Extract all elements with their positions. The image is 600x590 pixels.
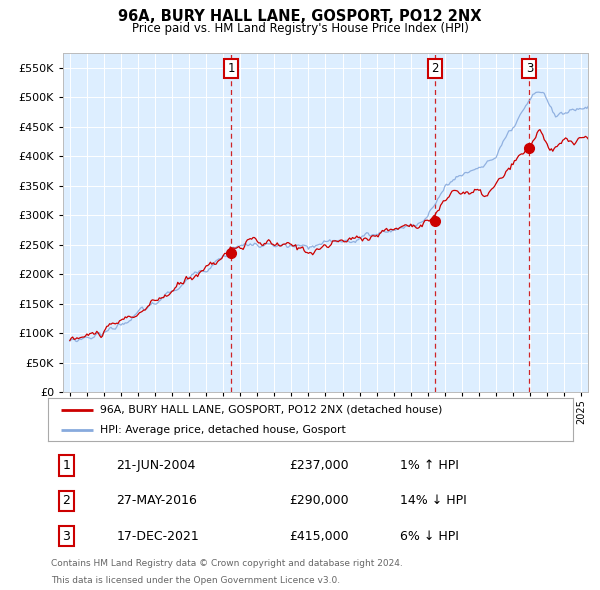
Text: £290,000: £290,000 (290, 494, 349, 507)
Text: 6% ↓ HPI: 6% ↓ HPI (400, 530, 458, 543)
Text: 1: 1 (62, 459, 70, 472)
Text: 96A, BURY HALL LANE, GOSPORT, PO12 2NX: 96A, BURY HALL LANE, GOSPORT, PO12 2NX (118, 9, 482, 24)
Text: £415,000: £415,000 (290, 530, 349, 543)
Text: 14% ↓ HPI: 14% ↓ HPI (400, 494, 467, 507)
Text: £237,000: £237,000 (290, 459, 349, 472)
Text: 2: 2 (431, 62, 439, 75)
Text: 2: 2 (62, 494, 70, 507)
Text: 17-DEC-2021: 17-DEC-2021 (116, 530, 199, 543)
Text: 1: 1 (227, 62, 235, 75)
Text: 96A, BURY HALL LANE, GOSPORT, PO12 2NX (detached house): 96A, BURY HALL LANE, GOSPORT, PO12 2NX (… (101, 405, 443, 415)
Text: 3: 3 (62, 530, 70, 543)
Text: This data is licensed under the Open Government Licence v3.0.: This data is licensed under the Open Gov… (51, 576, 340, 585)
Text: 1% ↑ HPI: 1% ↑ HPI (400, 459, 458, 472)
Text: Contains HM Land Registry data © Crown copyright and database right 2024.: Contains HM Land Registry data © Crown c… (51, 559, 403, 568)
Text: 21-JUN-2004: 21-JUN-2004 (116, 459, 196, 472)
Text: HPI: Average price, detached house, Gosport: HPI: Average price, detached house, Gosp… (101, 425, 346, 435)
Text: 27-MAY-2016: 27-MAY-2016 (116, 494, 197, 507)
Text: Price paid vs. HM Land Registry's House Price Index (HPI): Price paid vs. HM Land Registry's House … (131, 22, 469, 35)
Text: 3: 3 (526, 62, 533, 75)
